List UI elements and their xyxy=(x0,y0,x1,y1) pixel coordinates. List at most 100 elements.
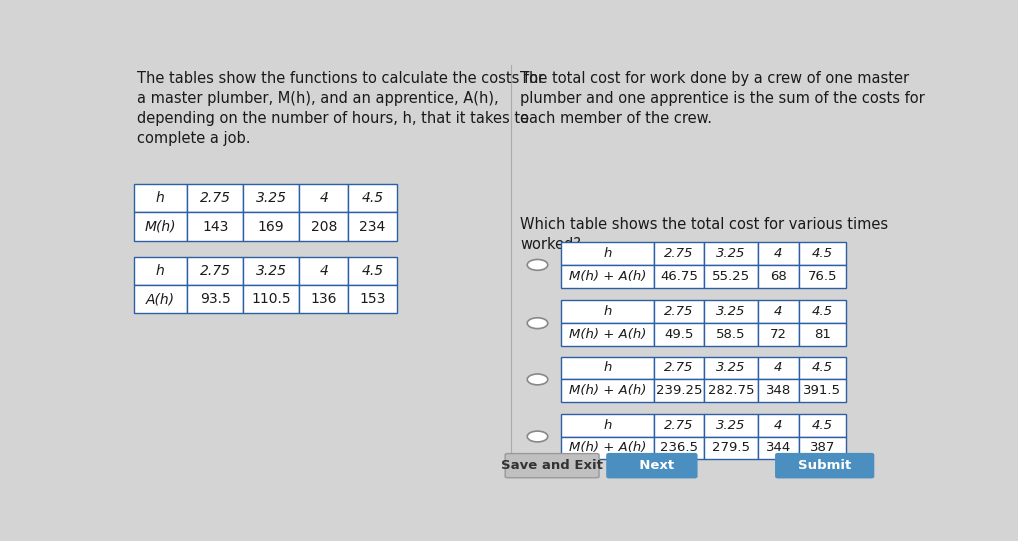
Text: 169: 169 xyxy=(258,220,285,234)
Text: h: h xyxy=(604,247,612,260)
Text: 2.75: 2.75 xyxy=(665,247,694,260)
Text: 4: 4 xyxy=(774,419,782,432)
Bar xyxy=(704,357,757,379)
Text: 2.75: 2.75 xyxy=(665,419,694,432)
Text: Submit: Submit xyxy=(798,459,851,472)
Bar xyxy=(704,437,757,459)
Text: 4: 4 xyxy=(774,247,782,260)
Text: 4.5: 4.5 xyxy=(811,419,833,432)
Text: 2.75: 2.75 xyxy=(665,361,694,374)
Bar xyxy=(757,357,799,379)
Bar xyxy=(243,285,299,313)
Bar xyxy=(561,300,655,323)
Text: 4: 4 xyxy=(320,191,328,205)
Bar xyxy=(757,379,799,403)
Text: Which table shows the total cost for various times
worked?: Which table shows the total cost for var… xyxy=(520,217,889,252)
Text: 234: 234 xyxy=(359,220,386,234)
Text: h: h xyxy=(156,263,165,278)
Bar xyxy=(757,242,799,265)
Bar xyxy=(655,300,704,323)
Bar xyxy=(243,213,299,241)
Bar xyxy=(561,323,655,346)
Bar xyxy=(133,256,187,285)
Text: A(h): A(h) xyxy=(146,292,175,306)
Text: 68: 68 xyxy=(770,270,787,283)
Bar xyxy=(348,256,397,285)
Bar xyxy=(757,265,799,288)
Text: 49.5: 49.5 xyxy=(665,328,694,341)
Circle shape xyxy=(527,318,548,328)
Bar xyxy=(799,265,846,288)
Text: 4: 4 xyxy=(320,263,328,278)
Bar xyxy=(655,323,704,346)
Text: 236.5: 236.5 xyxy=(660,441,698,454)
Bar xyxy=(561,357,655,379)
Text: h: h xyxy=(604,305,612,318)
Circle shape xyxy=(527,374,548,385)
Bar xyxy=(133,285,187,313)
Text: h: h xyxy=(156,191,165,205)
Text: 76.5: 76.5 xyxy=(807,270,837,283)
Text: 4: 4 xyxy=(774,305,782,318)
Text: 4.5: 4.5 xyxy=(361,263,384,278)
Bar xyxy=(655,379,704,403)
Bar xyxy=(655,242,704,265)
FancyBboxPatch shape xyxy=(505,453,599,478)
Bar xyxy=(561,242,655,265)
Bar xyxy=(704,379,757,403)
Text: 387: 387 xyxy=(809,441,835,454)
Text: The total cost for work done by a crew of one master
plumber and one apprentice : The total cost for work done by a crew o… xyxy=(520,71,925,126)
Text: 4: 4 xyxy=(774,361,782,374)
Bar xyxy=(799,413,846,437)
Text: 4.5: 4.5 xyxy=(811,247,833,260)
Text: 208: 208 xyxy=(310,220,337,234)
Text: 153: 153 xyxy=(359,292,386,306)
Bar xyxy=(704,323,757,346)
Bar xyxy=(299,184,348,213)
Text: 55.25: 55.25 xyxy=(712,270,750,283)
Bar xyxy=(561,379,655,403)
Text: The tables show the functions to calculate the costs for
a master plumber, M(h),: The tables show the functions to calcula… xyxy=(136,71,544,146)
Bar xyxy=(561,437,655,459)
Bar xyxy=(757,323,799,346)
Bar xyxy=(187,256,243,285)
Bar xyxy=(133,184,187,213)
Text: 2.75: 2.75 xyxy=(200,191,231,205)
Bar xyxy=(799,379,846,403)
Circle shape xyxy=(527,431,548,442)
Text: 2.75: 2.75 xyxy=(665,305,694,318)
Text: 2.75: 2.75 xyxy=(200,263,231,278)
Text: 239.25: 239.25 xyxy=(656,385,702,398)
Bar xyxy=(655,357,704,379)
Text: 72: 72 xyxy=(770,328,787,341)
Bar xyxy=(348,213,397,241)
Bar xyxy=(757,300,799,323)
Bar xyxy=(799,300,846,323)
Text: 279.5: 279.5 xyxy=(712,441,750,454)
Text: 3.25: 3.25 xyxy=(716,247,745,260)
Bar xyxy=(299,213,348,241)
Text: 58.5: 58.5 xyxy=(716,328,745,341)
Text: 3.25: 3.25 xyxy=(256,263,287,278)
Bar xyxy=(704,413,757,437)
Circle shape xyxy=(527,260,548,270)
Text: 93.5: 93.5 xyxy=(200,292,231,306)
Text: M(h) + A(h): M(h) + A(h) xyxy=(569,270,646,283)
Text: 391.5: 391.5 xyxy=(803,385,841,398)
Bar xyxy=(299,285,348,313)
Text: 3.25: 3.25 xyxy=(716,305,745,318)
Bar xyxy=(704,242,757,265)
Text: M(h) + A(h): M(h) + A(h) xyxy=(569,441,646,454)
Text: 282.75: 282.75 xyxy=(708,385,754,398)
Bar xyxy=(133,213,187,241)
Bar xyxy=(299,256,348,285)
Bar xyxy=(704,300,757,323)
Text: 348: 348 xyxy=(766,385,791,398)
Bar xyxy=(561,413,655,437)
Text: 344: 344 xyxy=(766,441,791,454)
Bar xyxy=(243,256,299,285)
Text: 110.5: 110.5 xyxy=(251,292,291,306)
Bar xyxy=(799,357,846,379)
Text: h: h xyxy=(604,419,612,432)
FancyBboxPatch shape xyxy=(607,453,697,478)
